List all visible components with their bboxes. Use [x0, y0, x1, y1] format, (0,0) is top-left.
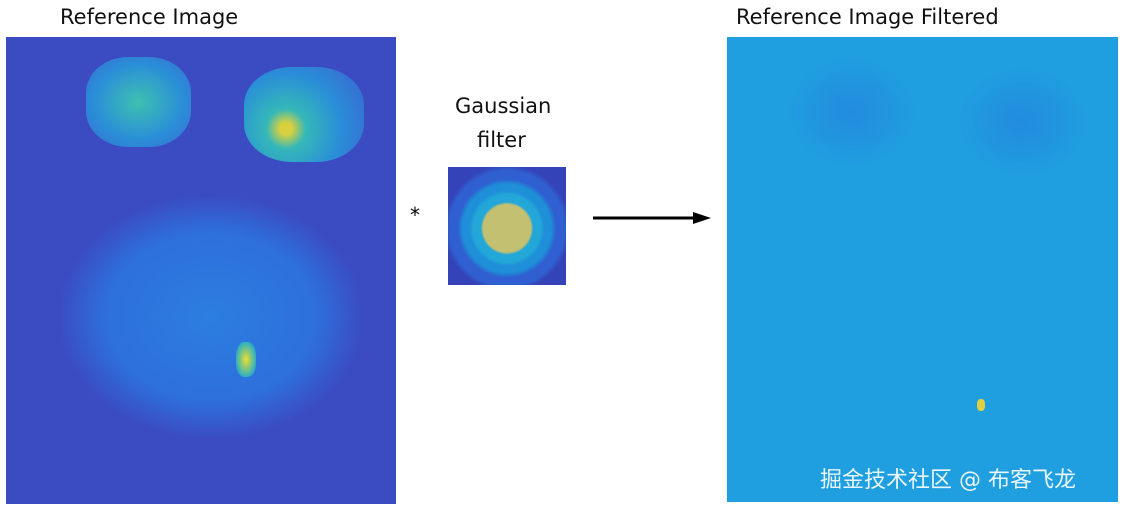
blob — [957, 67, 1087, 177]
filtered-image: 掘金技术社区 @ 布客飞龙 — [727, 37, 1118, 502]
arrow-icon — [593, 212, 711, 224]
blob — [86, 57, 191, 147]
watermark: 掘金技术社区 @ 布客飞龙 — [820, 468, 1076, 493]
filter-title-line1: Gaussian — [455, 94, 552, 118]
blob — [244, 67, 364, 162]
filtered-image-title: Reference Image Filtered — [736, 5, 999, 29]
gaussian-filter-image — [448, 167, 566, 285]
convolution-operator: * — [410, 203, 420, 227]
blob — [977, 399, 985, 411]
reference-image-title: Reference Image — [60, 5, 239, 29]
blob — [61, 197, 361, 437]
blob — [787, 57, 917, 167]
filter-title-line2: filter — [477, 128, 526, 152]
reference-image — [6, 37, 396, 504]
blob — [236, 342, 256, 377]
